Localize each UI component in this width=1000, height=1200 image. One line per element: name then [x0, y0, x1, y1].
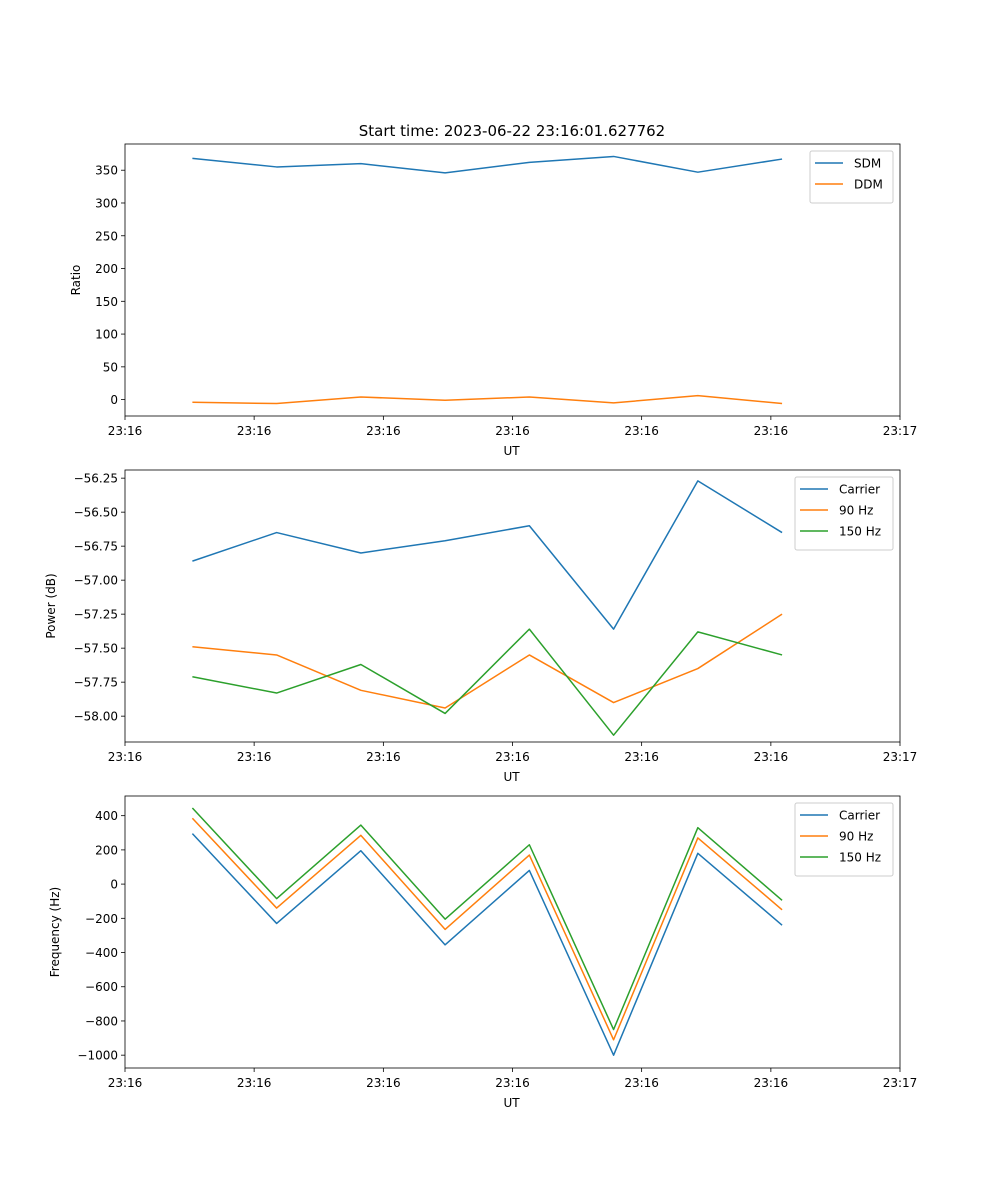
y-tick-label: 250 — [95, 229, 118, 243]
x-tick-label: 23:16 — [754, 1076, 789, 1090]
charts-group: 23:16 23:16 23:16 23:16 23:16 23:16 23:17 0 50 10… — [44, 143, 918, 1110]
y-tick-label: −1000 — [77, 1049, 118, 1063]
y-tick-label: −57.25 — [74, 608, 118, 622]
x-tick-label: 23:16 — [108, 750, 143, 764]
y-tick-label: 200 — [95, 262, 118, 276]
x-tick-label: 23:16 — [237, 1076, 272, 1090]
series-line-sdm — [192, 155, 783, 174]
series-line-carrier — [191, 833, 783, 1056]
y-tick-label: −400 — [85, 946, 118, 960]
y-tick-label: −57.75 — [74, 676, 118, 690]
legend-label: 150 Hz — [839, 525, 881, 539]
x-tick-label: 23:16 — [495, 750, 530, 764]
x-tick-label: 23:16 — [108, 1076, 143, 1090]
legend-box — [809, 150, 894, 204]
figure-title: Start time: 2023-06-22 23:16:01.627762 — [359, 122, 665, 140]
y-tick-label: −800 — [85, 1014, 118, 1028]
y-axis-label: Power (dB) — [44, 573, 58, 638]
y-tick-label: 100 — [95, 328, 118, 342]
x-axis-label: UT — [503, 444, 520, 458]
y-tick-label: 350 — [95, 164, 118, 178]
y-tick-label: 150 — [95, 295, 118, 309]
y-axis-label: Frequency (Hz) — [48, 887, 62, 978]
series-line-150-hz — [191, 807, 783, 1031]
x-tick-label: 23:16 — [495, 424, 530, 438]
y-tick-label: −200 — [85, 912, 118, 926]
legend-label: 90 Hz — [839, 830, 873, 844]
x-axis-label: UT — [503, 770, 520, 784]
y-tick-label: −56.50 — [74, 506, 118, 520]
x-tick-label: 23:16 — [237, 750, 272, 764]
axes-frame — [124, 143, 901, 417]
series-line-ddm — [192, 394, 783, 405]
y-tick-label: −600 — [85, 980, 118, 994]
x-tick-label: 23:17 — [883, 424, 918, 438]
legend: SDM DDM — [809, 150, 894, 204]
y-tick-label: 0 — [110, 393, 118, 407]
legend-label: Carrier — [839, 483, 880, 497]
x-tick-label: 23:16 — [624, 424, 659, 438]
x-tick-label: 23:16 — [237, 424, 272, 438]
series-line-90-hz — [191, 817, 783, 1041]
y-tick-label: −56.75 — [74, 540, 118, 554]
y-tick-label: 300 — [95, 196, 118, 210]
x-tick-label: 23:16 — [366, 750, 401, 764]
x-axis-label: UT — [503, 1096, 520, 1110]
legend-label: 90 Hz — [839, 504, 873, 518]
y-tick-label: 400 — [95, 809, 118, 823]
legend-label: 150 Hz — [839, 851, 881, 865]
x-tick-label: 23:16 — [108, 424, 143, 438]
x-tick-label: 23:17 — [883, 750, 918, 764]
x-tick-label: 23:16 — [624, 750, 659, 764]
y-axis-label: Ratio — [69, 265, 83, 296]
x-tick-label: 23:16 — [366, 1076, 401, 1090]
y-tick-label: 50 — [103, 360, 118, 374]
legend-label: SDM — [854, 157, 881, 171]
chart-2: 23:16 23:16 23:16 23:16 23:16 23:16 23:17 −58.0… — [44, 469, 918, 784]
y-tick-label: 0 — [110, 878, 118, 892]
y-tick-label: −57.50 — [74, 642, 118, 656]
y-tick-label: 200 — [95, 843, 118, 857]
legend: Carrier 90 Hz 150 Hz — [794, 476, 894, 551]
legend-label: Carrier — [839, 809, 880, 823]
series-line-90-hz — [192, 613, 783, 709]
chart-1: 23:16 23:16 23:16 23:16 23:16 23:16 23:17 0 50 10… — [69, 143, 918, 458]
series-line-carrier — [192, 480, 783, 630]
x-tick-label: 23:16 — [495, 1076, 530, 1090]
y-tick-label: −56.25 — [74, 472, 118, 486]
y-tick-label: −58.00 — [74, 710, 118, 724]
x-tick-label: 23:17 — [883, 1076, 918, 1090]
chart-3: 23:16 23:16 23:16 23:16 23:16 23:16 23:17 −1000… — [48, 795, 918, 1110]
x-tick-label: 23:16 — [754, 424, 789, 438]
x-tick-label: 23:16 — [366, 424, 401, 438]
legend: Carrier 90 Hz 150 Hz — [794, 802, 894, 877]
series-line-150-hz — [192, 628, 783, 736]
x-tick-label: 23:16 — [624, 1076, 659, 1090]
y-tick-label: −57.00 — [74, 574, 118, 588]
axes-frame — [124, 469, 901, 743]
axes-frame — [124, 795, 901, 1069]
x-tick-label: 23:16 — [754, 750, 789, 764]
legend-label: DDM — [854, 178, 883, 192]
